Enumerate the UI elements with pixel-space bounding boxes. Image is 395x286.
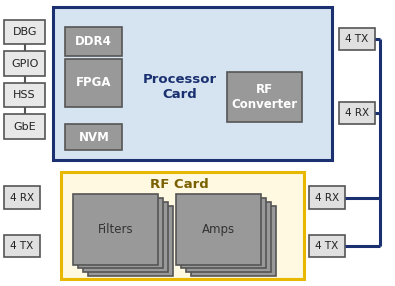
Text: HSS: HSS xyxy=(13,90,36,100)
Bar xyxy=(191,206,276,276)
Bar xyxy=(186,202,271,272)
Text: 4 TX: 4 TX xyxy=(316,241,339,251)
Text: 4 TX: 4 TX xyxy=(11,241,34,251)
Bar xyxy=(65,59,122,107)
Bar xyxy=(309,186,345,209)
Text: RF
Converter: RF Converter xyxy=(231,83,298,110)
Text: GPIO: GPIO xyxy=(11,59,38,69)
Bar xyxy=(339,28,375,50)
Bar xyxy=(73,194,158,265)
Bar xyxy=(61,172,304,279)
Text: FPGA: FPGA xyxy=(76,76,111,90)
Text: DDR4: DDR4 xyxy=(75,35,112,48)
Text: 4 RX: 4 RX xyxy=(345,108,369,118)
Text: Filters: Filters xyxy=(98,223,134,236)
Bar xyxy=(83,202,168,272)
Bar xyxy=(65,124,122,150)
Bar xyxy=(181,198,266,268)
Bar xyxy=(309,235,345,257)
Bar xyxy=(88,206,173,276)
Bar xyxy=(227,72,302,122)
Bar xyxy=(4,51,45,76)
Bar xyxy=(4,186,40,209)
Bar xyxy=(4,20,45,44)
Text: DBG: DBG xyxy=(12,27,37,37)
Text: 4 TX: 4 TX xyxy=(346,34,369,44)
Bar xyxy=(4,83,45,107)
Bar xyxy=(4,114,45,139)
Text: Processor
Card: Processor Card xyxy=(143,73,217,101)
Text: 4 RX: 4 RX xyxy=(315,193,339,202)
Text: 4 RX: 4 RX xyxy=(10,193,34,202)
Text: GbE: GbE xyxy=(13,122,36,132)
Text: Amps: Amps xyxy=(202,223,235,236)
Bar xyxy=(53,7,332,160)
Bar xyxy=(4,235,40,257)
Bar xyxy=(78,198,163,268)
Text: NVM: NVM xyxy=(78,131,109,144)
Text: RF Card: RF Card xyxy=(150,178,209,191)
Bar xyxy=(65,27,122,56)
Bar xyxy=(339,102,375,124)
Bar xyxy=(176,194,261,265)
